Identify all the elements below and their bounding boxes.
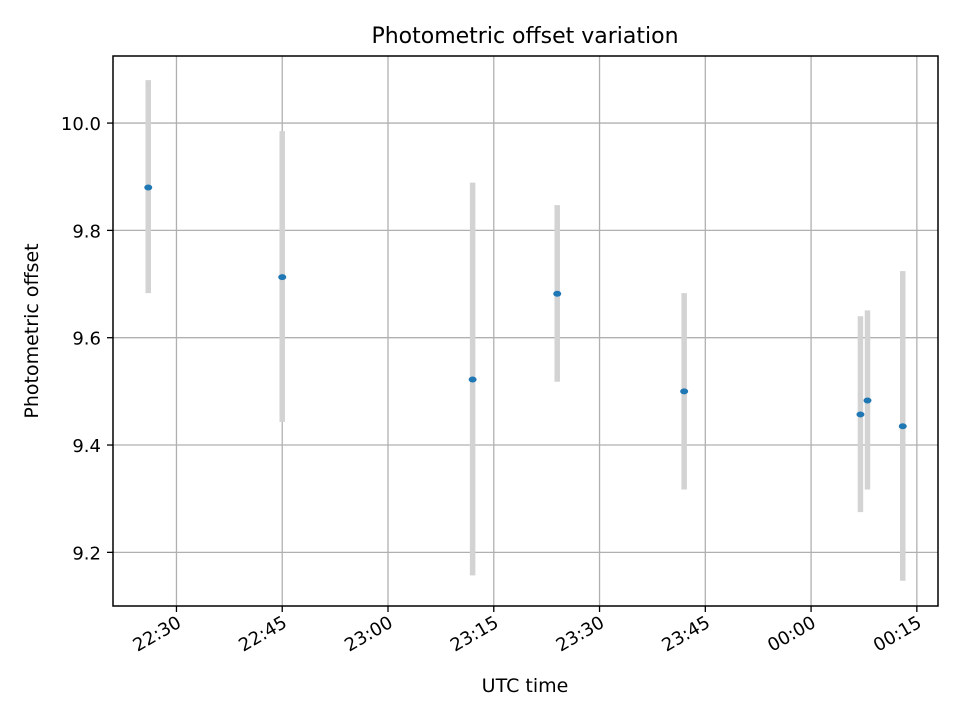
data-point-layer (144, 184, 907, 430)
y-tick-label: 9.2 (72, 543, 101, 564)
y-tick-label: 9.6 (72, 329, 101, 350)
data-point (863, 397, 872, 404)
data-point (553, 290, 562, 297)
plot-frame (112, 55, 939, 607)
data-point (680, 388, 689, 395)
data-point (898, 423, 907, 430)
grid-layer (113, 56, 938, 606)
data-point (468, 376, 477, 383)
y-tick-label: 9.4 (72, 436, 101, 457)
data-point (856, 411, 865, 418)
data-point (278, 274, 287, 281)
data-point (144, 184, 153, 191)
y-tick-label: 10.0 (61, 114, 101, 135)
y-tick-label: 9.8 (72, 221, 101, 242)
chart-title: Photometric offset variation (371, 24, 678, 49)
x-axis-label: UTC time (482, 675, 569, 697)
y-axis-label: Photometric offset (21, 243, 43, 418)
